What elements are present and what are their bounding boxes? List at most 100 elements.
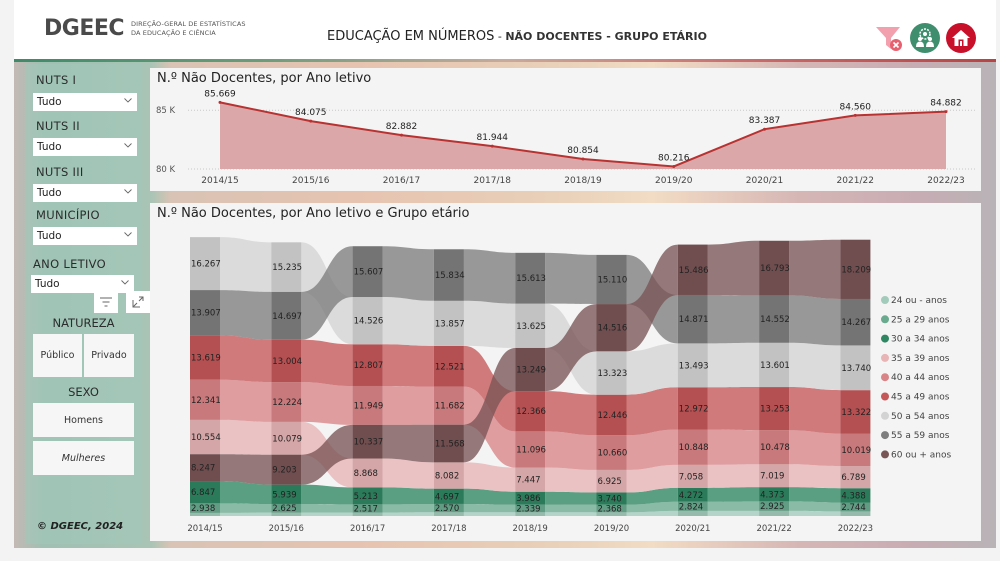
data-point[interactable] <box>944 110 948 114</box>
ribbon-35-a-39-anos[interactable] <box>382 458 434 489</box>
column-segment[interactable] <box>190 290 220 336</box>
column-segment[interactable] <box>433 424 464 463</box>
column-segment[interactable] <box>759 342 790 388</box>
ribbon-55-a-59-anos[interactable] <box>301 246 353 340</box>
ribbon-40-a-44-anos[interactable] <box>463 386 516 468</box>
column-segment[interactable] <box>515 512 546 516</box>
column-segment[interactable] <box>677 487 708 502</box>
ribbon-30-a-34-anos[interactable] <box>463 488 516 505</box>
column-segment[interactable] <box>433 512 464 516</box>
ribbon-35-a-39-anos[interactable] <box>220 419 272 455</box>
legend-swatch[interactable] <box>881 392 889 401</box>
ribbon-40-a-44-anos[interactable] <box>707 429 760 465</box>
column-segment[interactable] <box>515 252 546 304</box>
slicer-nuts3-dropdown[interactable]: Tudo <box>33 184 137 202</box>
legend-swatch[interactable] <box>881 450 889 459</box>
legend-swatch[interactable] <box>881 334 889 343</box>
slicer-municipio-dropdown[interactable]: Tudo <box>33 227 137 245</box>
ribbon-45-a-49-anos[interactable] <box>626 387 678 436</box>
natureza-privado-button[interactable]: Privado <box>84 334 134 377</box>
sexo-homens-button[interactable]: Homens <box>33 403 134 437</box>
column-segment[interactable] <box>515 431 546 468</box>
column-segment[interactable] <box>433 488 464 504</box>
ribbon-35-a-39-anos[interactable] <box>626 464 678 493</box>
ribbon-35-a-39-anos[interactable] <box>707 464 760 488</box>
ribbon-24-ou-anos[interactable] <box>789 510 841 516</box>
legend-item-label[interactable]: 60 ou + anos <box>891 450 952 460</box>
data-point[interactable] <box>218 100 222 104</box>
column-segment[interactable] <box>677 387 708 430</box>
ribbon-60-ou-anos[interactable] <box>707 240 760 296</box>
ribbon-60-ou-anos[interactable] <box>789 239 841 299</box>
column-segment[interactable] <box>352 504 383 513</box>
column-segment[interactable] <box>190 512 220 516</box>
column-segment[interactable] <box>840 511 871 516</box>
column-segment[interactable] <box>677 510 708 516</box>
column-segment[interactable] <box>352 246 383 298</box>
ribbon-25-a-29-anos[interactable] <box>789 501 841 512</box>
ribbon-40-a-44-anos[interactable] <box>789 430 841 467</box>
column-segment[interactable] <box>596 469 627 493</box>
column-segment[interactable] <box>352 344 383 386</box>
column-segment[interactable] <box>759 487 790 502</box>
column-segment[interactable] <box>433 300 464 346</box>
legend-item-label[interactable]: 25 a 29 anos <box>891 315 950 325</box>
ribbon-50-a-54-anos[interactable] <box>789 342 841 391</box>
data-point[interactable] <box>581 157 585 161</box>
ribbon-30-a-34-anos[interactable] <box>382 487 434 505</box>
data-point[interactable] <box>672 164 676 168</box>
ribbon-30-a-34-anos[interactable] <box>707 487 760 502</box>
legend-item-label[interactable]: 30 a 34 anos <box>891 335 950 345</box>
column-segment[interactable] <box>271 484 302 504</box>
column-segment[interactable] <box>190 379 220 420</box>
column-segment[interactable] <box>596 304 627 352</box>
sexo-mulheres-button[interactable]: Mulheres <box>33 441 134 475</box>
column-segment[interactable] <box>190 481 220 504</box>
column-segment[interactable] <box>596 351 627 395</box>
ribbon-25-a-29-anos[interactable] <box>545 504 597 513</box>
ribbon-24-ou-anos[interactable] <box>626 510 678 516</box>
column-segment[interactable] <box>352 424 383 459</box>
ribbon-45-a-49-anos[interactable] <box>220 335 272 383</box>
legend-item-label[interactable]: 45 a 49 anos <box>891 393 950 403</box>
column-segment[interactable] <box>271 339 302 383</box>
column-segment[interactable] <box>190 335 220 380</box>
legend-item-label[interactable]: 35 a 39 anos <box>891 354 950 364</box>
legend-item-label[interactable]: 50 a 54 anos <box>891 412 950 422</box>
ribbon-55-a-59-anos[interactable] <box>789 295 841 346</box>
ribbon-24-ou-anos[interactable] <box>545 512 597 516</box>
legend-swatch[interactable] <box>881 411 889 420</box>
column-segment[interactable] <box>840 298 871 346</box>
ribbon-40-a-44-anos[interactable] <box>545 431 597 470</box>
column-segment[interactable] <box>433 462 464 489</box>
column-segment[interactable] <box>759 501 790 511</box>
ribbon-60-ou-anos[interactable] <box>382 424 434 463</box>
ribbon-30-a-34-anos[interactable] <box>301 484 353 505</box>
ribbon-60-ou-anos[interactable] <box>301 424 353 485</box>
column-segment[interactable] <box>840 488 871 503</box>
ribbon-25-a-29-anos[interactable] <box>382 503 434 513</box>
ribbon-24-ou-anos[interactable] <box>382 512 434 516</box>
legend-swatch[interactable] <box>881 373 889 382</box>
column-segment[interactable] <box>515 391 546 432</box>
column-segment[interactable] <box>190 503 220 513</box>
slicer-nuts1-dropdown[interactable]: Tudo <box>33 93 137 111</box>
column-segment[interactable] <box>840 502 871 512</box>
ribbon-25-a-29-anos[interactable] <box>707 501 760 511</box>
slicer-nuts2-dropdown[interactable]: Tudo <box>33 138 137 156</box>
legend-swatch[interactable] <box>881 431 889 440</box>
data-point[interactable] <box>400 133 403 137</box>
ribbon-50-a-54-anos[interactable] <box>707 342 760 388</box>
column-segment[interactable] <box>596 512 627 516</box>
column-segment[interactable] <box>271 421 302 455</box>
ribbon-45-a-49-anos[interactable] <box>789 387 841 434</box>
ribbon-30-a-34-anos[interactable] <box>789 487 841 503</box>
legend-item-label[interactable]: 40 a 44 anos <box>891 373 950 383</box>
ribbon-50-a-54-anos[interactable] <box>382 297 434 346</box>
ribbon-50-a-54-anos[interactable] <box>220 237 272 292</box>
column-segment[interactable] <box>677 429 708 465</box>
legend-item-label[interactable]: 55 a 59 anos <box>891 431 950 441</box>
ribbon-50-a-54-anos[interactable] <box>463 300 516 348</box>
column-segment[interactable] <box>515 491 546 505</box>
ribbon-45-a-49-anos[interactable] <box>301 339 353 386</box>
